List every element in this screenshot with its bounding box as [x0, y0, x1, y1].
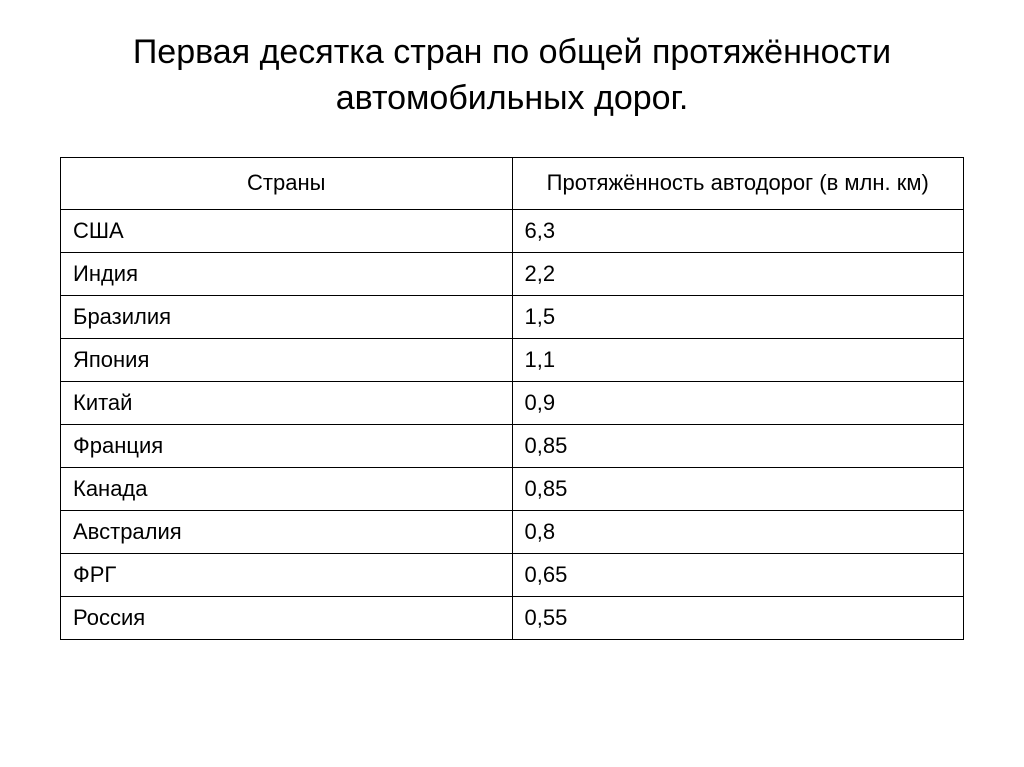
cell-country: Китай [61, 381, 513, 424]
cell-value: 6,3 [512, 209, 964, 252]
cell-value: 0,85 [512, 424, 964, 467]
cell-value: 0,9 [512, 381, 964, 424]
table-row: Китай 0,9 [61, 381, 964, 424]
table-row: США 6,3 [61, 209, 964, 252]
cell-country: Франция [61, 424, 513, 467]
cell-country: ФРГ [61, 553, 513, 596]
table-row: Бразилия 1,5 [61, 295, 964, 338]
table-header-row: Страны Протяжённость автодорог (в млн. к… [61, 157, 964, 209]
cell-country: Бразилия [61, 295, 513, 338]
column-header-value: Протяжённость автодорог (в млн. км) [512, 157, 964, 209]
cell-value: 2,2 [512, 252, 964, 295]
page-title: Первая десятка стран по общей протяжённо… [60, 30, 964, 122]
table-body: США 6,3 Индия 2,2 Бразилия 1,5 Япония 1,… [61, 209, 964, 639]
cell-value: 1,5 [512, 295, 964, 338]
cell-country: Канада [61, 467, 513, 510]
cell-country: Россия [61, 596, 513, 639]
cell-value: 1,1 [512, 338, 964, 381]
table-row: Индия 2,2 [61, 252, 964, 295]
cell-value: 0,85 [512, 467, 964, 510]
table-row: ФРГ 0,65 [61, 553, 964, 596]
table-row: Франция 0,85 [61, 424, 964, 467]
table-row: Япония 1,1 [61, 338, 964, 381]
table-row: Австралия 0,8 [61, 510, 964, 553]
cell-country: Япония [61, 338, 513, 381]
cell-country: Австралия [61, 510, 513, 553]
cell-value: 0,8 [512, 510, 964, 553]
roads-table: Страны Протяжённость автодорог (в млн. к… [60, 157, 964, 640]
cell-value: 0,55 [512, 596, 964, 639]
cell-country: Индия [61, 252, 513, 295]
column-header-country: Страны [61, 157, 513, 209]
table-row: Канада 0,85 [61, 467, 964, 510]
cell-country: США [61, 209, 513, 252]
table-row: Россия 0,55 [61, 596, 964, 639]
cell-value: 0,65 [512, 553, 964, 596]
